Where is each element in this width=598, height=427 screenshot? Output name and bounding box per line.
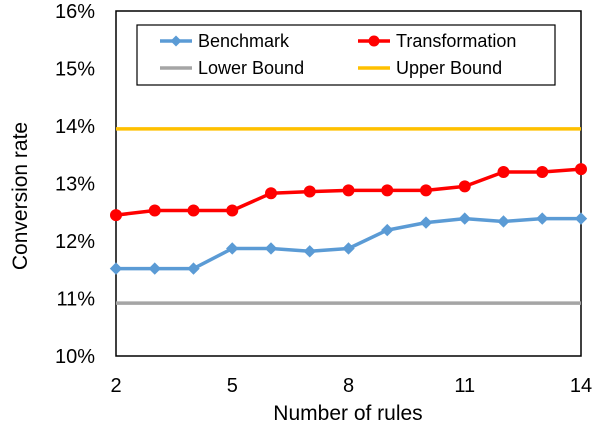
- legend-label-transformation: Transformation: [396, 31, 516, 51]
- legend-entry-lower-bound: Lower Bound: [160, 58, 304, 78]
- data-point-benchmark: [226, 242, 239, 255]
- legend-entry-upper-bound: Upper Bound: [358, 58, 502, 78]
- data-point-benchmark: [536, 212, 549, 225]
- data-point-benchmark: [381, 223, 394, 237]
- data-point-benchmark: [303, 245, 316, 258]
- data-point-transformation: [110, 209, 122, 222]
- legend-items: Benchmark Transformation Lower Bound Upper …: [160, 31, 516, 78]
- x-tick-label: 11: [454, 375, 475, 397]
- legend-marker-transformation: [368, 35, 380, 47]
- legend-label-benchmark: Benchmark: [198, 31, 290, 51]
- data-point-benchmark: [419, 216, 433, 229]
- plot-area-frame: [115, 10, 582, 357]
- legend-marker-benchmark: [170, 35, 182, 47]
- x-tick-label: 2: [110, 375, 121, 397]
- data-point-transformation: [575, 163, 587, 176]
- x-tick-label: 8: [343, 375, 354, 397]
- legend-label-lower-bound: Lower Bound: [198, 58, 304, 78]
- data-point-transformation: [148, 204, 161, 217]
- y-tick-label: 14%: [55, 116, 95, 138]
- data-point-benchmark: [342, 242, 355, 255]
- series-layer: [109, 127, 588, 305]
- legend-entry-transformation: Transformation: [358, 31, 516, 51]
- data-point-benchmark: [574, 212, 588, 225]
- y-tick-label: 15%: [55, 59, 95, 81]
- x-tick-label: 5: [227, 375, 238, 397]
- data-point-benchmark: [187, 262, 200, 275]
- legend-label-upper-bound: Upper Bound: [396, 58, 502, 78]
- series-transformation: [110, 163, 587, 222]
- data-point-transformation: [536, 166, 549, 178]
- data-point-transformation: [226, 204, 239, 217]
- y-axis-tick-labels: 10% 11% 12% 13% 14% 15% 16%: [55, 1, 95, 368]
- y-axis-title: Conversion rate: [9, 122, 32, 270]
- data-point-benchmark: [264, 242, 278, 255]
- data-point-benchmark: [458, 212, 471, 225]
- data-point-transformation: [497, 166, 510, 178]
- legend-entry-benchmark: Benchmark: [160, 31, 290, 51]
- data-point-benchmark: [148, 262, 161, 275]
- data-point-transformation: [381, 184, 394, 197]
- y-tick-label: 16%: [55, 1, 95, 23]
- data-point-transformation: [342, 184, 355, 197]
- legend-box: [136, 24, 556, 86]
- data-point-transformation: [303, 185, 316, 198]
- y-tick-label: 12%: [55, 231, 95, 253]
- y-tick-label: 13%: [55, 174, 95, 196]
- data-point-transformation: [420, 184, 432, 197]
- x-axis-tick-labels: 2 5 8 11 14: [110, 375, 592, 397]
- series-benchmark: [109, 212, 588, 275]
- y-tick-label: 10%: [55, 346, 95, 368]
- y-tick-label: 11%: [56, 289, 95, 311]
- x-axis-title: Number of rules: [273, 402, 422, 425]
- legend: Benchmark Transformation Lower Bound Upper …: [136, 24, 556, 86]
- data-point-transformation: [458, 180, 471, 193]
- data-point-transformation: [187, 204, 200, 217]
- data-point-transformation: [265, 187, 277, 200]
- x-tick-label: 14: [570, 375, 592, 397]
- data-point-benchmark: [109, 262, 123, 275]
- data-point-benchmark: [497, 215, 510, 228]
